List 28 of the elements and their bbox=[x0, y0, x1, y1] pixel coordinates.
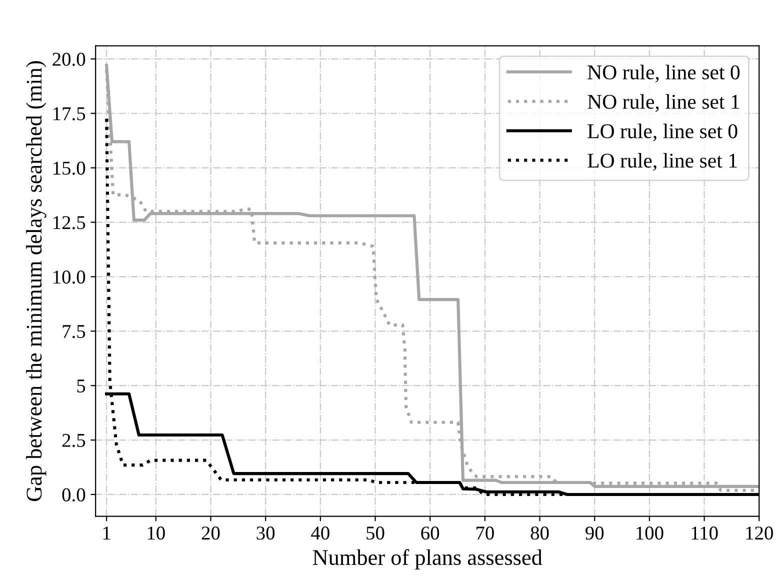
x-tick-label: 20 bbox=[202, 526, 220, 540]
x-tick-label: 100 bbox=[636, 526, 664, 540]
y-tick-label: 12.5 bbox=[54, 216, 86, 230]
y-axis-title: Gap between the minimum delays searched (min) bbox=[26, 61, 46, 502]
y-tick-label: 15.0 bbox=[54, 162, 86, 175]
legend-label: NO rule, line set 1 bbox=[588, 94, 740, 112]
y-tick-label: 10.0 bbox=[54, 270, 86, 284]
x-tick-label: 10 bbox=[148, 526, 165, 540]
x-axis-title: Number of plans assessed bbox=[312, 549, 542, 570]
x-tick-label: 110 bbox=[692, 526, 718, 540]
y-tick-label: 20.0 bbox=[52, 52, 86, 66]
x-tick-label: 70 bbox=[476, 526, 494, 540]
y-tick-label: 0.0 bbox=[62, 488, 86, 502]
y-tick-label: 5 bbox=[77, 380, 86, 393]
x-tick-label: 30 bbox=[256, 526, 275, 540]
y-tick-label: 2.5 bbox=[62, 434, 86, 448]
legend-label: LO rule, line set 0 bbox=[588, 124, 738, 142]
x-tick-label: 90 bbox=[586, 526, 604, 540]
legend-label: LO rule, line set 1 bbox=[588, 153, 737, 171]
x-tick-label: 50 bbox=[366, 526, 384, 540]
x-tick-label: 120 bbox=[746, 526, 773, 540]
x-tick-label: 40 bbox=[311, 526, 330, 540]
x-tick-label: 80 bbox=[530, 526, 549, 540]
x-tick-label: 60 bbox=[421, 526, 440, 540]
x-tick-label: 1 bbox=[103, 526, 110, 540]
legend-label: NO rule, line set 0 bbox=[588, 64, 740, 82]
y-tick-label: 17.5 bbox=[54, 107, 86, 120]
y-tick-label: 7.5 bbox=[62, 325, 86, 338]
